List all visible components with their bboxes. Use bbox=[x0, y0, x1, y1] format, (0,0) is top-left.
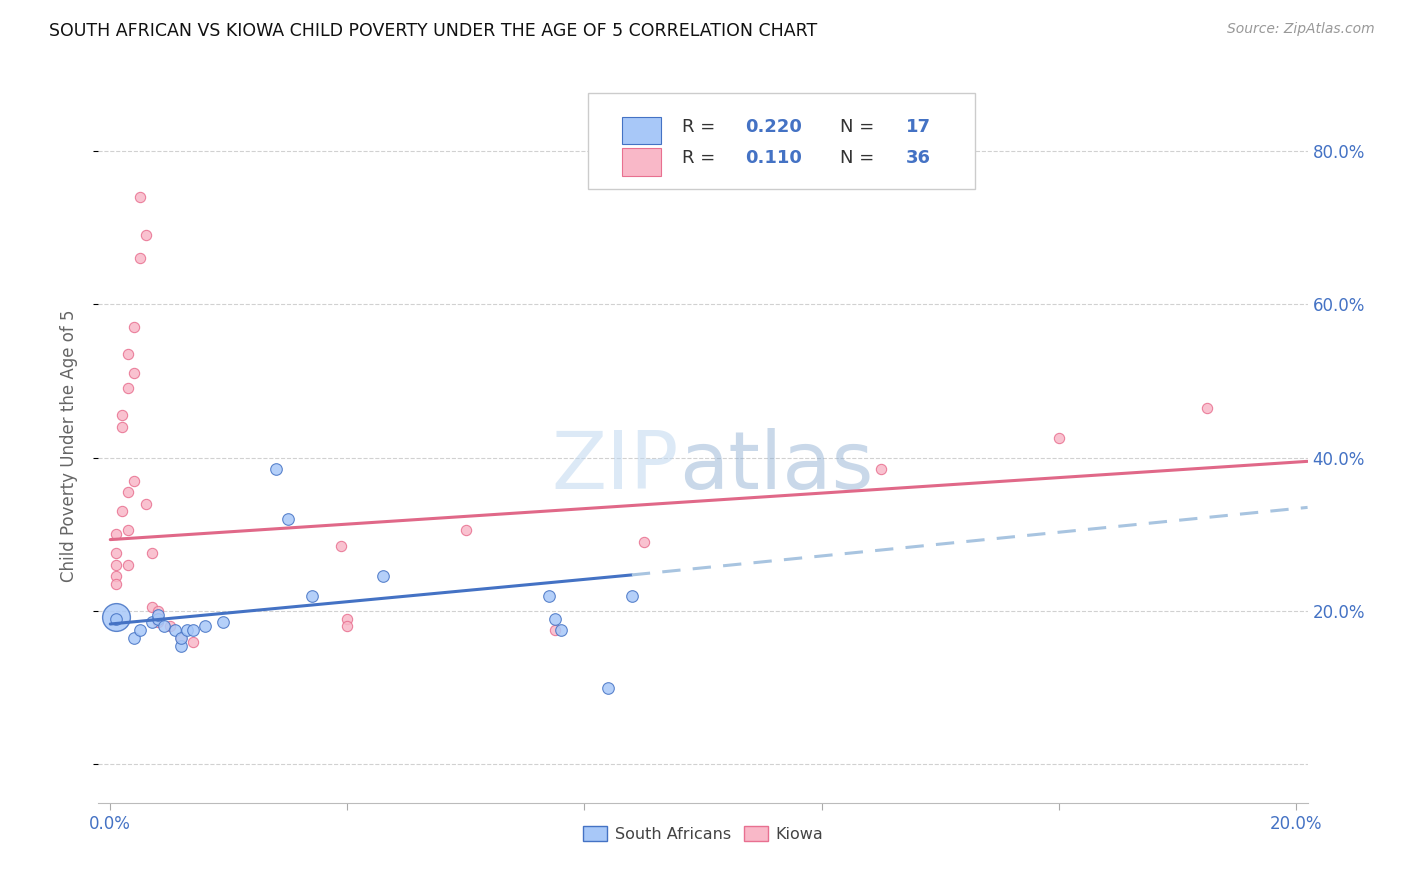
Point bbox=[146, 604, 169, 618]
Point bbox=[105, 610, 128, 624]
Point bbox=[598, 681, 620, 695]
Point bbox=[371, 569, 394, 583]
Point bbox=[544, 612, 567, 626]
Point bbox=[146, 607, 169, 622]
Point bbox=[141, 615, 163, 630]
Point bbox=[135, 227, 157, 242]
Point bbox=[170, 639, 193, 653]
Text: R =: R = bbox=[682, 118, 721, 136]
Point bbox=[117, 558, 139, 572]
Text: atlas: atlas bbox=[679, 428, 873, 507]
Point bbox=[111, 419, 134, 434]
Point bbox=[129, 623, 152, 637]
Text: SOUTH AFRICAN VS KIOWA CHILD POVERTY UNDER THE AGE OF 5 CORRELATION CHART: SOUTH AFRICAN VS KIOWA CHILD POVERTY UND… bbox=[49, 22, 817, 40]
Text: ZIP: ZIP bbox=[551, 428, 679, 507]
Point bbox=[544, 623, 567, 637]
Point bbox=[1047, 431, 1070, 445]
Point bbox=[105, 558, 128, 572]
Point bbox=[117, 485, 139, 500]
Text: R =: R = bbox=[682, 150, 727, 168]
Point bbox=[1195, 401, 1218, 415]
Point bbox=[146, 615, 169, 630]
Point bbox=[454, 524, 477, 538]
Point bbox=[170, 631, 193, 645]
Point bbox=[135, 497, 157, 511]
Text: 17: 17 bbox=[905, 118, 931, 136]
Y-axis label: Child Poverty Under the Age of 5: Child Poverty Under the Age of 5 bbox=[59, 310, 77, 582]
Point bbox=[141, 546, 163, 560]
Point bbox=[122, 320, 145, 334]
Point bbox=[105, 546, 128, 560]
Point bbox=[105, 569, 128, 583]
Point bbox=[176, 623, 198, 637]
Point bbox=[122, 366, 145, 380]
Point bbox=[117, 524, 139, 538]
FancyBboxPatch shape bbox=[588, 93, 976, 189]
Point bbox=[122, 474, 145, 488]
Text: N =: N = bbox=[839, 118, 880, 136]
Point bbox=[181, 623, 204, 637]
Point bbox=[301, 589, 323, 603]
Text: Source: ZipAtlas.com: Source: ZipAtlas.com bbox=[1227, 22, 1375, 37]
Point bbox=[336, 612, 359, 626]
Point bbox=[129, 189, 152, 203]
Point bbox=[277, 512, 299, 526]
Text: 36: 36 bbox=[905, 150, 931, 168]
Text: 0.220: 0.220 bbox=[745, 118, 803, 136]
Point bbox=[152, 619, 174, 633]
Point bbox=[105, 577, 128, 591]
FancyBboxPatch shape bbox=[621, 117, 661, 145]
Point bbox=[129, 251, 152, 265]
Point bbox=[159, 619, 181, 633]
Point bbox=[105, 527, 128, 541]
Point bbox=[170, 631, 193, 645]
Point bbox=[122, 631, 145, 645]
Legend: South Africans, Kiowa: South Africans, Kiowa bbox=[576, 820, 830, 848]
Text: 0.110: 0.110 bbox=[745, 150, 803, 168]
Point bbox=[537, 589, 560, 603]
Point bbox=[336, 619, 359, 633]
FancyBboxPatch shape bbox=[621, 148, 661, 176]
Point bbox=[194, 619, 217, 633]
Point bbox=[330, 539, 353, 553]
Point bbox=[105, 612, 128, 626]
Point bbox=[620, 589, 643, 603]
Point bbox=[869, 462, 891, 476]
Point bbox=[141, 600, 163, 615]
Point bbox=[111, 409, 134, 423]
Point bbox=[117, 347, 139, 361]
Point bbox=[212, 615, 235, 630]
Point bbox=[165, 623, 187, 637]
Point bbox=[111, 504, 134, 518]
Text: N =: N = bbox=[839, 150, 880, 168]
Point bbox=[146, 612, 169, 626]
Point bbox=[633, 535, 655, 549]
Point bbox=[181, 634, 204, 648]
Point bbox=[264, 462, 287, 476]
Point bbox=[117, 381, 139, 395]
Point bbox=[550, 623, 572, 637]
